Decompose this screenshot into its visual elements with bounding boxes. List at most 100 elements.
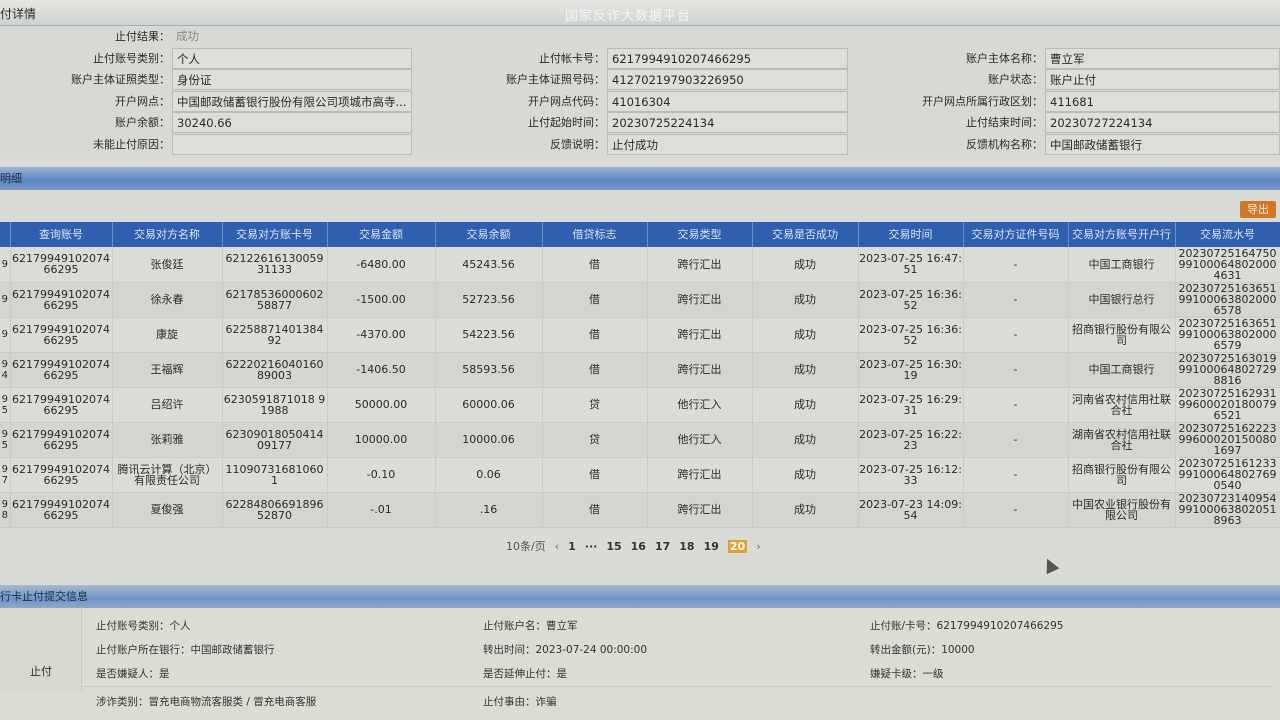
table-cell: 9 7 (0, 457, 11, 493)
page-size-select[interactable]: 10条/页 (506, 540, 546, 553)
table-cell: .16 (435, 492, 543, 528)
field-label: 开户网点所属行政区划： (922, 94, 1043, 108)
table-row[interactable]: 9 6217994910207466295 徐永春 62178536000602588… (0, 282, 1280, 318)
field-value: 曹立军 (1045, 47, 1280, 69)
table-cell: 6217994910207466295 (10, 457, 113, 493)
page-button[interactable]: 16 (630, 539, 646, 553)
table-row[interactable]: 9 8 6217994910207466295 夏俊强 622848066918965… (0, 492, 1280, 528)
table-cell: 中国工商银行 (1068, 247, 1176, 283)
column-header[interactable]: 交易对方证件号码 (963, 222, 1069, 247)
detail-row: 开户网点： 中国邮政储蓄银行股份有限公司项城市高寺... 开户网点代码： 410163… (0, 90, 1280, 112)
page-button[interactable]: 19 (703, 539, 719, 553)
table-cell: - (963, 352, 1069, 388)
table-cell: 20230725163651991000638020006578 (1175, 282, 1280, 318)
pagination-ellipsis[interactable]: ··· (584, 539, 598, 553)
table-row[interactable]: 9 4 6217994910207466295 王福辉 622202160401608… (0, 352, 1280, 388)
field-value: 412702197903226950 (607, 69, 848, 90)
field-label: 账户余额： (115, 116, 170, 129)
table-row[interactable]: 9 5 6217994910207466295 张莉雅 623090180504140… (0, 422, 1280, 458)
table-cell: 2023-07-25 16:36:52 (858, 317, 964, 353)
field-value: 个人 (172, 47, 412, 69)
table-row[interactable]: 9 6217994910207466295 张俊廷 62122616130059311… (0, 247, 1280, 283)
table-cell: 9 (0, 247, 11, 283)
page-title: 付详情 (0, 7, 37, 21)
table-cell: 贷 (542, 387, 648, 423)
transaction-table: 查询账号 交易对方名称 交易对方账卡号 交易金额 交易余额 借贷标志 交易类型 交易是否成功交… (0, 222, 1280, 528)
field-value: 20230725224134 (607, 112, 848, 133)
page-button[interactable]: 17 (654, 539, 671, 553)
column-header[interactable]: 交易时间 (858, 222, 964, 247)
table-cell: 成功 (752, 457, 859, 493)
table-cell: 腾讯云计算（北京）有限责任公司 (112, 457, 223, 493)
field-value: 身份证 (172, 69, 412, 90)
table-cell: 9 (0, 282, 11, 318)
table-cell: 张莉雅 (112, 422, 223, 458)
table-cell: 徐永春 (112, 282, 223, 318)
field-label: 账户主体证照类型： (71, 73, 170, 86)
table-cell: - (963, 282, 1069, 318)
section-title: 明细 (0, 172, 22, 185)
page-button[interactable]: 18 (679, 539, 695, 553)
page-button[interactable]: 1 (568, 539, 576, 553)
detail-section-header: 明细 (0, 167, 1280, 190)
submit-info-item: 止付账户所在银行：中国邮政储蓄银行 (96, 644, 275, 656)
submit-section-header: 行卡止付提交信息 (0, 585, 1280, 608)
table-row[interactable]: 9 6217994910207466295 康旋 6225887140138492 -4… (0, 317, 1280, 353)
table-cell: 2023-07-25 16:47:51 (858, 247, 964, 283)
table-cell: 吕绍许 (112, 387, 223, 423)
column-header[interactable]: 交易是否成功 (752, 222, 859, 247)
table-cell: 20230725163651991000638020006579 (1175, 317, 1280, 353)
column-header[interactable]: 借贷标志 (542, 222, 648, 247)
table-cell: 招商银行股份有限公司 (1068, 457, 1176, 493)
table-cell: 借 (542, 492, 648, 528)
field-value: 中国邮政储蓄银行 (1045, 133, 1280, 155)
table-cell: 成功 (752, 282, 859, 318)
page-button[interactable]: 20 (727, 539, 748, 553)
table-cell: - (963, 247, 1069, 283)
submit-info-panel: 止付 止付账号类别：个人 止付账户名：曹立军 止付账/卡号：621799491020… (0, 608, 1280, 720)
column-header[interactable]: 交易对方名称 (112, 222, 223, 247)
table-cell: 20230725162223996000201500801697 (1175, 422, 1280, 458)
column-header[interactable]: 交易对方账卡号 (222, 222, 328, 247)
column-header[interactable]: 交易金额 (327, 222, 436, 247)
column-header[interactable]: 交易类型 (647, 222, 753, 247)
window-titlebar: 付详情 国家反诈大数据平台 (0, 0, 1280, 26)
table-cell: 2023-07-25 16:29:31 (858, 387, 964, 423)
submit-info-item: 是否嫌疑人：是 (96, 668, 170, 680)
table-cell: 60000.06 (435, 387, 543, 423)
column-header[interactable]: 查询账号 (10, 222, 113, 247)
prev-page-button[interactable]: ‹ (554, 539, 560, 553)
detail-row: 账户主体证照类型： 身份证 账户主体证照号码： 412702197903226950 账… (0, 69, 1280, 90)
table-row[interactable]: 9 5 6217994910207466295 吕绍许 6230591871018 9… (0, 387, 1280, 423)
table-cell: 借 (542, 457, 648, 493)
field-label: 账户状态： (988, 73, 1043, 86)
submit-info-item: 是否延伸止付：是 (483, 668, 567, 680)
table-cell: 0.06 (435, 457, 543, 493)
table-cell: 20230725162931996000201800796521 (1175, 387, 1280, 423)
page-button[interactable]: 15 (606, 539, 622, 553)
table-cell: -6480.00 (327, 247, 436, 283)
table-cell: 9 8 (0, 492, 11, 528)
table-cell: 2023-07-25 16:22:23 (858, 422, 964, 458)
column-header[interactable]: 交易流水号 (1175, 222, 1280, 247)
table-cell: 10000.06 (435, 422, 543, 458)
table-cell: 20230725164750991000648020004631 (1175, 247, 1280, 283)
table-cell: 借 (542, 317, 648, 353)
field-label: 未能止付原因： (93, 137, 170, 151)
mouse-cursor-icon (1040, 555, 1060, 575)
column-header[interactable] (0, 222, 11, 247)
column-header[interactable]: 交易对方账号开户行 (1068, 222, 1176, 247)
table-cell: 58593.56 (435, 352, 543, 388)
next-page-button[interactable]: › (756, 539, 761, 553)
table-cell: 6217994910207466295 (10, 387, 113, 423)
table-cell: 20230725161233991000648027690540 (1175, 457, 1280, 493)
field-value: 30240.66 (172, 112, 412, 133)
divider (82, 686, 1272, 687)
table-cell: 跨行汇出 (647, 317, 753, 353)
type-cell: 止付 (0, 608, 82, 690)
export-button[interactable]: 导出 (1240, 201, 1276, 218)
table-row[interactable]: 9 7 6217994910207466295 腾讯云计算（北京）有限责任公司 110… (0, 457, 1280, 493)
column-header[interactable]: 交易余额 (435, 222, 543, 247)
table-cell: 成功 (752, 422, 859, 458)
table-cell: 9 (0, 317, 11, 353)
